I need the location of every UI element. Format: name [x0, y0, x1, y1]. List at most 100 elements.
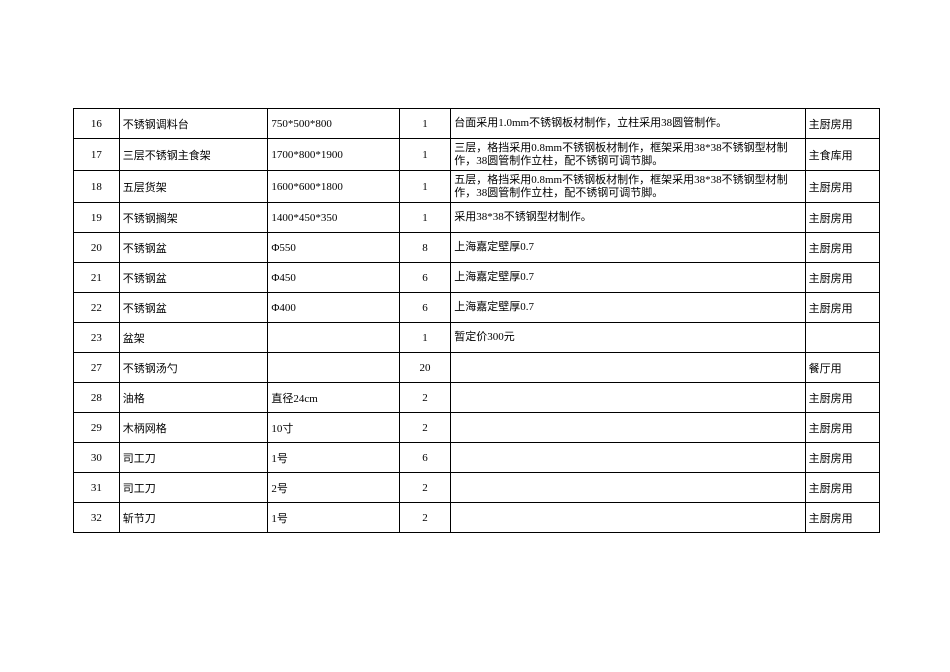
cell-num: 21 — [74, 263, 120, 293]
cell-name: 不锈钢汤勺 — [119, 353, 268, 383]
cell-spec — [268, 323, 399, 353]
table-body: 16 不锈钢调料台 750*500*800 1 台面采用1.0mm不锈钢板材制作… — [74, 109, 880, 533]
cell-name: 司工刀 — [119, 443, 268, 473]
cell-num: 29 — [74, 413, 120, 443]
cell-name: 不锈钢盆 — [119, 263, 268, 293]
cell-name: 五层货架 — [119, 171, 268, 203]
table-row: 20 不锈钢盆 Φ550 8 上海嘉定壁厚0.7 主厨房用 — [74, 233, 880, 263]
cell-name: 不锈钢调料台 — [119, 109, 268, 139]
cell-use: 主厨房用 — [805, 503, 879, 533]
cell-use: 主厨房用 — [805, 383, 879, 413]
cell-desc — [451, 503, 805, 533]
cell-qty: 6 — [399, 443, 450, 473]
cell-qty: 1 — [399, 203, 450, 233]
cell-qty: 2 — [399, 473, 450, 503]
cell-spec: Φ400 — [268, 293, 399, 323]
cell-num: 28 — [74, 383, 120, 413]
cell-desc: 台面采用1.0mm不锈钢板材制作，立柱采用38圆管制作。 — [451, 109, 805, 139]
cell-num: 20 — [74, 233, 120, 263]
cell-desc: 三层，格挡采用0.8mm不锈钢板材制作，框架采用38*38不锈钢型材制作，38圆… — [451, 139, 805, 171]
table-row: 17 三层不锈钢主食架 1700*800*1900 1 三层，格挡采用0.8mm… — [74, 139, 880, 171]
cell-qty: 6 — [399, 293, 450, 323]
table-row: 28 油格 直径24cm 2 主厨房用 — [74, 383, 880, 413]
cell-desc: 上海嘉定壁厚0.7 — [451, 293, 805, 323]
cell-num: 17 — [74, 139, 120, 171]
cell-use: 餐厅用 — [805, 353, 879, 383]
cell-num: 16 — [74, 109, 120, 139]
cell-spec: 10寸 — [268, 413, 399, 443]
cell-desc — [451, 473, 805, 503]
cell-spec: 1700*800*1900 — [268, 139, 399, 171]
cell-name: 司工刀 — [119, 473, 268, 503]
cell-qty: 6 — [399, 263, 450, 293]
table-row: 16 不锈钢调料台 750*500*800 1 台面采用1.0mm不锈钢板材制作… — [74, 109, 880, 139]
cell-spec: 1600*600*1800 — [268, 171, 399, 203]
cell-name: 盆架 — [119, 323, 268, 353]
cell-num: 32 — [74, 503, 120, 533]
cell-use: 主厨房用 — [805, 413, 879, 443]
cell-name: 不锈钢盆 — [119, 293, 268, 323]
cell-qty: 2 — [399, 503, 450, 533]
cell-num: 31 — [74, 473, 120, 503]
cell-name: 三层不锈钢主食架 — [119, 139, 268, 171]
cell-qty: 1 — [399, 171, 450, 203]
cell-spec: 2号 — [268, 473, 399, 503]
cell-desc: 采用38*38不锈钢型材制作。 — [451, 203, 805, 233]
cell-use: 主厨房用 — [805, 443, 879, 473]
cell-desc — [451, 383, 805, 413]
table-row: 29 木柄网格 10寸 2 主厨房用 — [74, 413, 880, 443]
cell-qty: 20 — [399, 353, 450, 383]
table-row: 27 不锈钢汤勺 20 餐厅用 — [74, 353, 880, 383]
table-row: 19 不锈钢搁架 1400*450*350 1 采用38*38不锈钢型材制作。 … — [74, 203, 880, 233]
cell-name: 油格 — [119, 383, 268, 413]
cell-desc: 上海嘉定壁厚0.7 — [451, 233, 805, 263]
cell-num: 18 — [74, 171, 120, 203]
cell-name: 斩节刀 — [119, 503, 268, 533]
cell-qty: 1 — [399, 109, 450, 139]
cell-spec: 直径24cm — [268, 383, 399, 413]
cell-name: 木柄网格 — [119, 413, 268, 443]
cell-num: 22 — [74, 293, 120, 323]
cell-qty: 2 — [399, 383, 450, 413]
cell-spec: 750*500*800 — [268, 109, 399, 139]
cell-use: 主厨房用 — [805, 109, 879, 139]
cell-spec: Φ450 — [268, 263, 399, 293]
cell-use: 主食库用 — [805, 139, 879, 171]
cell-desc — [451, 353, 805, 383]
cell-desc — [451, 413, 805, 443]
cell-spec: Φ550 — [268, 233, 399, 263]
cell-desc: 五层，格挡采用0.8mm不锈钢板材制作，框架采用38*38不锈钢型材制作，38圆… — [451, 171, 805, 203]
cell-num: 30 — [74, 443, 120, 473]
cell-desc: 上海嘉定壁厚0.7 — [451, 263, 805, 293]
cell-use: 主厨房用 — [805, 263, 879, 293]
cell-num: 19 — [74, 203, 120, 233]
cell-desc — [451, 443, 805, 473]
cell-qty: 2 — [399, 413, 450, 443]
cell-desc: 暂定价300元 — [451, 323, 805, 353]
table-row: 23 盆架 1 暂定价300元 — [74, 323, 880, 353]
cell-spec: 1400*450*350 — [268, 203, 399, 233]
table-row: 22 不锈钢盆 Φ400 6 上海嘉定壁厚0.7 主厨房用 — [74, 293, 880, 323]
cell-spec — [268, 353, 399, 383]
cell-num: 23 — [74, 323, 120, 353]
cell-num: 27 — [74, 353, 120, 383]
cell-use — [805, 323, 879, 353]
cell-spec: 1号 — [268, 443, 399, 473]
cell-qty: 1 — [399, 323, 450, 353]
table-row: 18 五层货架 1600*600*1800 1 五层，格挡采用0.8mm不锈钢板… — [74, 171, 880, 203]
cell-spec: 1号 — [268, 503, 399, 533]
cell-use: 主厨房用 — [805, 203, 879, 233]
cell-name: 不锈钢盆 — [119, 233, 268, 263]
table-row: 30 司工刀 1号 6 主厨房用 — [74, 443, 880, 473]
cell-use: 主厨房用 — [805, 293, 879, 323]
cell-use: 主厨房用 — [805, 233, 879, 263]
cell-use: 主厨房用 — [805, 171, 879, 203]
cell-qty: 1 — [399, 139, 450, 171]
table-row: 21 不锈钢盆 Φ450 6 上海嘉定壁厚0.7 主厨房用 — [74, 263, 880, 293]
cell-use: 主厨房用 — [805, 473, 879, 503]
table-row: 31 司工刀 2号 2 主厨房用 — [74, 473, 880, 503]
cell-qty: 8 — [399, 233, 450, 263]
equipment-table: 16 不锈钢调料台 750*500*800 1 台面采用1.0mm不锈钢板材制作… — [73, 108, 880, 533]
table-row: 32 斩节刀 1号 2 主厨房用 — [74, 503, 880, 533]
cell-name: 不锈钢搁架 — [119, 203, 268, 233]
